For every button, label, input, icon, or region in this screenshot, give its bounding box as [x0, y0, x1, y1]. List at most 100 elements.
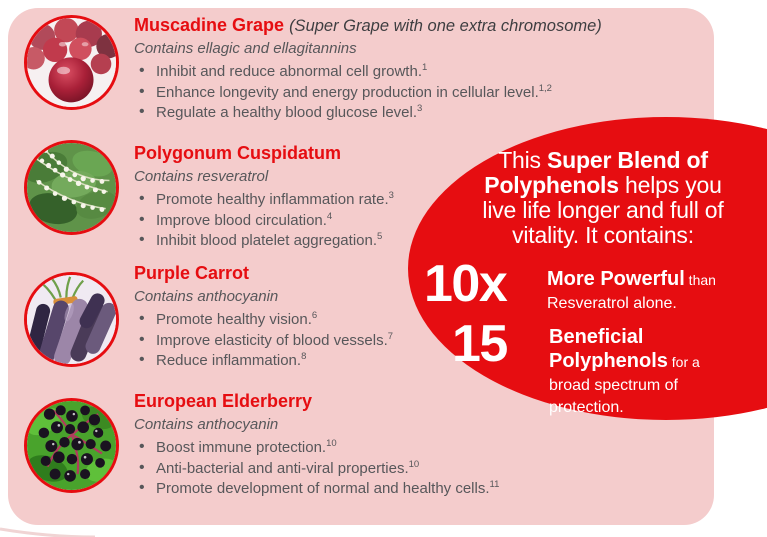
- ingredient-name: Purple Carrot: [134, 263, 250, 283]
- benefit-ref: 10: [326, 438, 337, 449]
- intro-text: This: [498, 147, 548, 173]
- carrot-illustration: [27, 275, 116, 364]
- stat-line: Beneficial: [549, 326, 734, 350]
- stat-line: Polyphenols for a: [549, 350, 734, 374]
- benefit-item: Inhibit and reduce abnormal cell growth.…: [134, 62, 719, 81]
- benefit-ref: 6: [311, 310, 318, 321]
- benefit-text: Promote healthy inflammation rate.: [156, 191, 389, 208]
- intro-line: vitality. It contains:: [428, 223, 767, 248]
- ingredient-name: Polygonum Cuspidatum: [134, 143, 341, 163]
- benefit-list: Promote healthy inflammation rate.3 Impr…: [134, 190, 719, 250]
- stat-bold-text: More Powerful: [547, 268, 685, 290]
- benefit-list: Promote healthy vision.6 Improve elastic…: [134, 310, 719, 370]
- stat-value-15: 15: [452, 315, 508, 373]
- ingredient-title: Polygonum Cuspidatum: [134, 143, 719, 165]
- benefit-list: Boost immune protection.10 Anti-bacteria…: [134, 438, 719, 498]
- ingredient-title: European Elderberry: [134, 391, 719, 413]
- benefit-item: Boost immune protection.10: [134, 438, 719, 457]
- benefit-ref: 1,2: [538, 82, 552, 94]
- ingredient-section-purple-carrot: Purple Carrot Contains anthocyanin Promo…: [24, 263, 719, 370]
- ingredient-note: (Super Grape with one extra chromosome): [289, 17, 602, 35]
- ingredient-section-muscadine-grape: Muscadine Grape (Super Grape with one ex…: [24, 15, 719, 122]
- intro-text: live life longer and full of: [482, 197, 724, 223]
- stat-regular-text: Resveratrol alone.: [547, 295, 677, 312]
- stat-value-10x: 10x: [424, 255, 508, 313]
- stat-line: More Powerful than: [547, 268, 752, 292]
- intro-line: This Super Blend of: [428, 148, 767, 173]
- ingredient-section-polygonum-cuspidatum: Polygonum Cuspidatum Contains resveratro…: [24, 140, 719, 250]
- elderberry-illustration: [27, 401, 116, 490]
- benefit-text: Inhibit blood platelet aggregation.: [156, 232, 378, 249]
- benefit-ref: 1: [422, 62, 428, 73]
- benefit-ref: 7: [387, 330, 394, 342]
- ingredient-text-block: European Elderberry Contains anthocyanin…: [134, 391, 719, 498]
- grape-illustration: [27, 18, 116, 107]
- polygonum-cuspidatum-photo: [24, 140, 119, 235]
- stat-line: Resveratrol alone.: [547, 292, 752, 314]
- stat-line: broad spectrum of: [549, 374, 734, 396]
- page-curl-decoration: [0, 519, 140, 537]
- stat-small-text: than: [684, 272, 716, 288]
- benefit-text: Reduce inflammation.: [156, 352, 302, 369]
- benefit-item: Enhance longevity and energy production …: [134, 82, 719, 102]
- european-elderberry-photo: [24, 398, 119, 493]
- ingredient-section-european-elderberry: European Elderberry Contains anthocyanin…: [24, 391, 719, 498]
- ingredient-name: European Elderberry: [134, 391, 313, 411]
- benefit-item: Improve blood circulation.4: [134, 210, 719, 230]
- benefit-ref: 5: [377, 231, 383, 242]
- stat-text-more-powerful: More Powerful than Resveratrol alone.: [547, 268, 752, 314]
- stat-text-beneficial-polyphenols: Beneficial Polyphenols for a broad spect…: [549, 326, 734, 418]
- benefit-text: Promote healthy vision.: [156, 311, 312, 328]
- stat-small-text: for a: [667, 354, 700, 370]
- ingredient-name: Muscadine Grape: [134, 15, 285, 35]
- benefit-text: Regulate a healthy blood glucose level.: [156, 104, 418, 121]
- purple-carrot-photo: [24, 272, 119, 367]
- intro-line: Polyphenols helps you: [428, 173, 767, 198]
- intro-line: live life longer and full of: [428, 198, 767, 223]
- benefit-ref: 10: [408, 458, 420, 470]
- benefit-text: Promote development of normal and health…: [156, 480, 490, 497]
- benefit-list: Inhibit and reduce abnormal cell growth.…: [134, 62, 719, 122]
- stat-regular-text: protection.: [549, 399, 624, 416]
- ingredient-contains: Contains anthocyanin: [134, 416, 279, 433]
- benefit-item: Promote healthy vision.6: [134, 310, 719, 329]
- ingredient-contains: Contains resveratrol: [134, 168, 269, 185]
- benefit-text: Anti-bacterial and anti-viral properties…: [156, 459, 409, 477]
- intro-text: helps you: [618, 172, 722, 198]
- benefit-text: Enhance longevity and energy production …: [156, 83, 539, 101]
- benefit-item: Improve elasticity of blood vessels.7: [134, 330, 719, 350]
- benefit-item: Regulate a healthy blood glucose level.3: [134, 103, 719, 122]
- intro-text-bold: Super Blend of: [547, 147, 708, 173]
- benefit-ref: 8: [301, 351, 307, 362]
- muscadine-grape-photo: [24, 15, 119, 110]
- ingredient-text-block: Muscadine Grape (Super Grape with one ex…: [134, 15, 719, 122]
- stat-line: protection.: [549, 396, 734, 418]
- polygonum-illustration: [27, 143, 116, 232]
- benefit-ref: 4: [326, 210, 333, 222]
- stat-bold-text: Beneficial: [549, 326, 644, 348]
- benefit-text: Boost immune protection.: [156, 439, 327, 456]
- ingredient-contains: Contains anthocyanin: [134, 288, 279, 305]
- super-blend-intro: This Super Blend of Polyphenols helps yo…: [428, 148, 767, 248]
- ingredient-contains: Contains ellagic and ellagitannins: [134, 40, 357, 57]
- benefit-text: Improve blood circulation.: [156, 211, 327, 229]
- intro-text-bold: Polyphenols: [484, 172, 619, 198]
- benefit-item: Anti-bacterial and anti-viral properties…: [134, 458, 719, 478]
- benefit-ref: 3: [388, 190, 394, 201]
- ingredient-text-block: Purple Carrot Contains anthocyanin Promo…: [134, 263, 719, 370]
- intro-text: vitality. It contains:: [512, 222, 694, 248]
- benefit-text: Improve elasticity of blood vessels.: [156, 331, 388, 349]
- ingredient-title: Purple Carrot: [134, 263, 719, 285]
- ingredient-text-block: Polygonum Cuspidatum Contains resveratro…: [134, 143, 719, 250]
- benefit-item: Promote healthy inflammation rate.3: [134, 190, 719, 209]
- benefit-item: Reduce inflammation.8: [134, 351, 719, 370]
- benefit-ref: 3: [417, 103, 423, 114]
- ingredient-title: Muscadine Grape (Super Grape with one ex…: [134, 15, 719, 37]
- benefit-text: Inhibit and reduce abnormal cell growth.: [156, 63, 422, 80]
- benefit-ref: 11: [489, 479, 500, 490]
- benefit-item: Inhibit blood platelet aggregation.5: [134, 231, 719, 250]
- stat-bold-text: Polyphenols: [549, 350, 668, 372]
- stat-regular-text: broad spectrum of: [549, 377, 678, 394]
- benefit-item: Promote development of normal and health…: [134, 479, 719, 498]
